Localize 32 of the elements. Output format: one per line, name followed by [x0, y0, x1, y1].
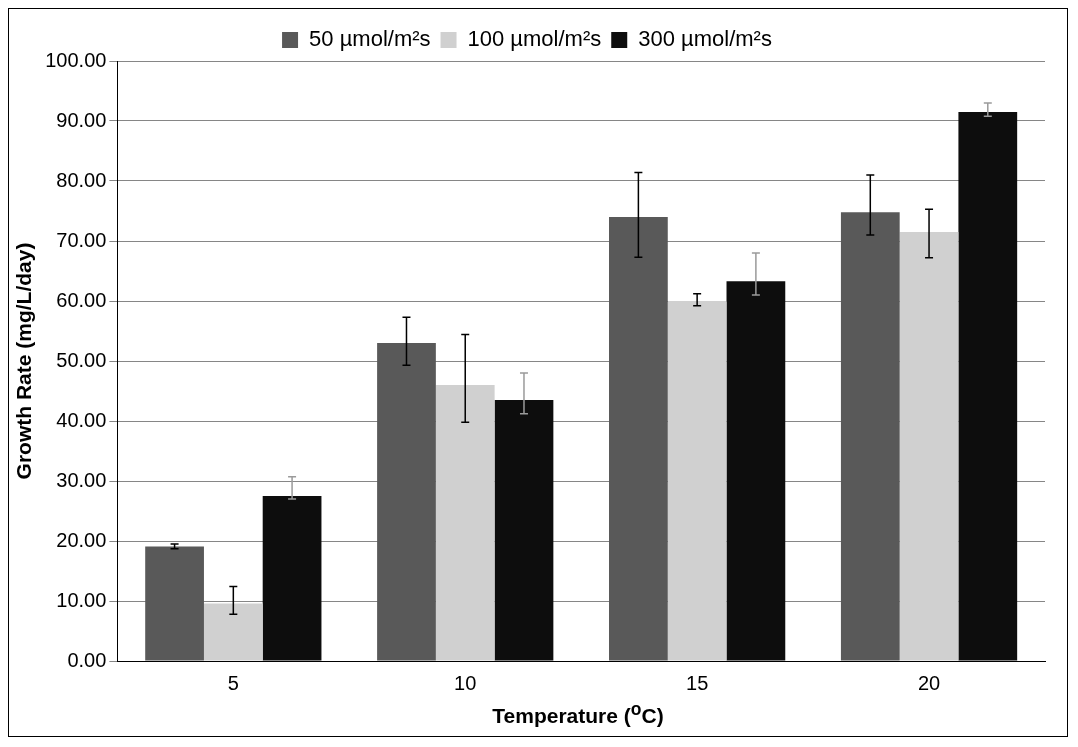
bar	[377, 343, 436, 661]
x-axis-title: Temperature ($^{o}$C)	[491, 699, 665, 729]
bar	[262, 496, 322, 661]
bar	[667, 301, 727, 661]
bar	[435, 385, 495, 661]
y-tick-label: 30.00	[56, 468, 107, 491]
y-tick-label: 0.00	[67, 648, 107, 671]
legend-label: 50 µmol/m²s	[309, 26, 431, 52]
y-tick-label: 10.00	[56, 588, 107, 611]
x-tick-label: 10	[454, 671, 477, 694]
bar	[203, 603, 263, 661]
bar	[840, 212, 900, 661]
x-tick-label: 20	[917, 671, 941, 694]
y-tick-label: 20.00	[56, 528, 107, 551]
y-tick-label: 100.00	[45, 48, 107, 71]
bar	[494, 400, 554, 661]
y-tick-label: 90.00	[56, 108, 107, 131]
x-tick-label: 5	[227, 671, 239, 694]
y-tick-label: 40.00	[56, 408, 107, 431]
x-tick-label: 15	[686, 671, 709, 694]
y-tick-label: 70.00	[56, 228, 107, 251]
y-tick-label: 80.00	[56, 168, 107, 191]
y-tick-label: 60.00	[56, 288, 107, 311]
bar	[145, 546, 204, 661]
legend-label: 300 µmol/m²s	[638, 26, 772, 52]
y-axis-title: Growth Rate (mg/L/day)	[12, 242, 36, 480]
legend-label: 100 µmol/m²s	[467, 26, 602, 52]
y-tick-label: 50.00	[56, 348, 107, 371]
bar	[958, 112, 1018, 661]
bar	[609, 217, 668, 661]
bar	[899, 232, 959, 661]
bar	[726, 281, 786, 661]
